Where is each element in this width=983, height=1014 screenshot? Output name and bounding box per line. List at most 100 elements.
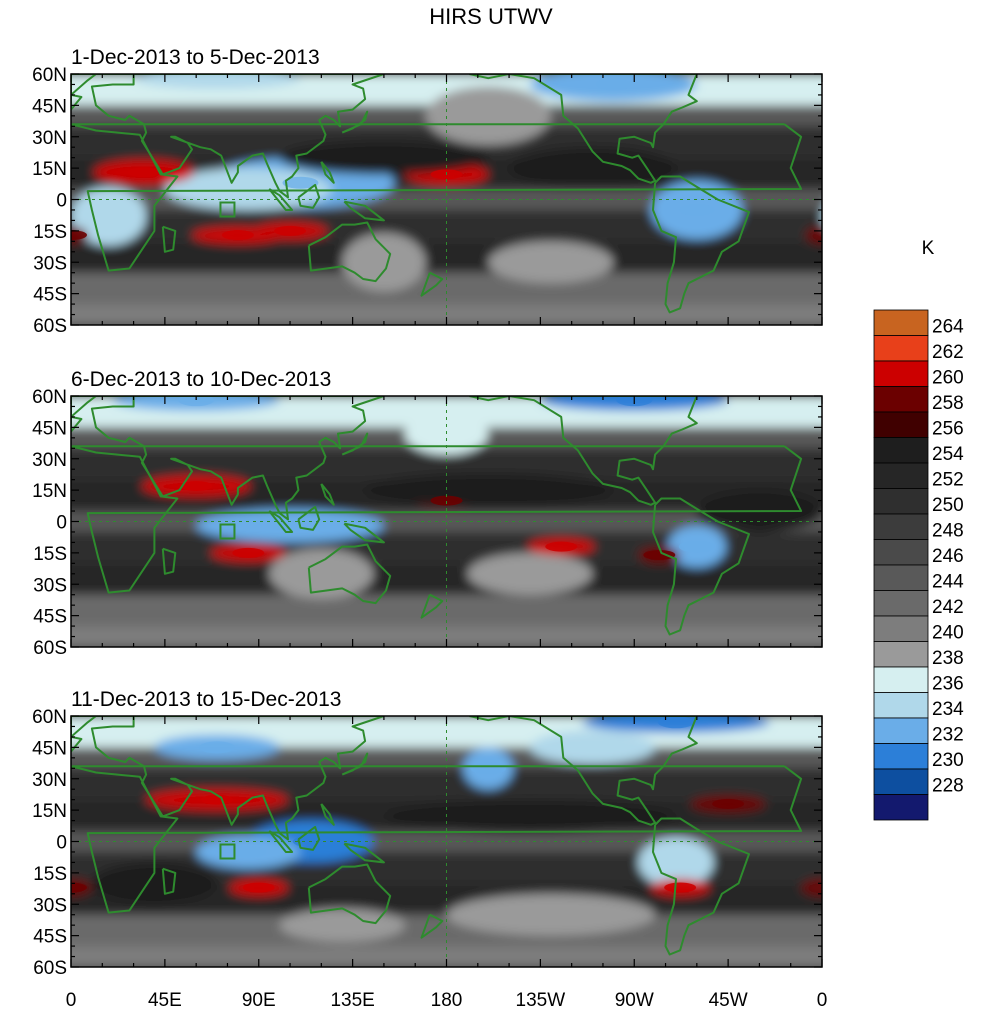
colorbar-label: 252 xyxy=(932,470,964,491)
colorbar-label: 244 xyxy=(932,572,964,593)
longitude-label: 0 xyxy=(817,990,828,1011)
latitude-label: 45N xyxy=(32,418,67,439)
moist-area-marker xyxy=(230,845,267,858)
latitude-label: 30N xyxy=(32,770,67,791)
region-box xyxy=(219,843,236,860)
longitude-label: 90E xyxy=(242,990,276,1011)
latitude-label: 60S xyxy=(33,638,67,659)
utwv-field xyxy=(71,396,822,647)
longitude-label: 90W xyxy=(615,990,654,1011)
longitude-label: 45E xyxy=(148,990,182,1011)
colorbar-label: 236 xyxy=(932,674,964,695)
latitude-label: 45S xyxy=(33,927,67,948)
colorbar-label: 256 xyxy=(932,419,964,440)
latitude-label: 60N xyxy=(32,707,67,728)
colorbar-swatch xyxy=(873,590,929,617)
colorbar-label: 238 xyxy=(932,648,964,669)
colorbar-label: 232 xyxy=(932,725,964,746)
latitude-label: 45N xyxy=(32,96,67,117)
colorbar-swatch xyxy=(873,692,929,719)
warm-core-marker xyxy=(274,225,307,236)
coastlines xyxy=(71,74,803,314)
colorbar-label: 242 xyxy=(932,597,964,618)
panel-period-label: 1-Dec-2013 to 5-Dec-2013 xyxy=(71,46,320,69)
latitude-label: 0 xyxy=(56,513,67,534)
longitude-label: 135E xyxy=(330,990,374,1011)
colorbar-swatch xyxy=(873,794,929,821)
colorbar-swatch xyxy=(873,488,929,515)
latitude-label: 45S xyxy=(33,285,67,306)
colorbar-label: 234 xyxy=(932,699,964,720)
colorbar-swatch xyxy=(873,513,929,540)
warm-core-marker xyxy=(242,882,275,893)
colorbar-swatch xyxy=(873,641,929,668)
figure-title: HIRS UTWV xyxy=(429,4,553,29)
colorbar-swatch xyxy=(873,768,929,795)
moist-area-marker xyxy=(595,78,632,91)
colorbar-label: 228 xyxy=(932,776,964,797)
colorbar-swatch xyxy=(873,309,929,336)
latitude-label: 60S xyxy=(33,958,67,979)
latitude-label: 45N xyxy=(32,738,67,759)
colorbar-label: 240 xyxy=(932,623,964,644)
colorbar-label: 258 xyxy=(932,393,964,414)
coastlines xyxy=(71,396,803,636)
colorbar-unit: K xyxy=(922,238,935,259)
moist-area-marker xyxy=(90,203,127,216)
latitude-label: 15S xyxy=(33,864,67,885)
colorbar-swatch xyxy=(873,335,929,362)
warm-core-marker xyxy=(71,230,87,241)
moist-area-marker xyxy=(678,540,715,553)
region-box xyxy=(219,523,236,540)
colorbar-label: 230 xyxy=(932,750,964,771)
colorbar-swatch xyxy=(873,615,929,642)
colorbar-swatch xyxy=(873,462,929,489)
colorbar-label: 248 xyxy=(932,521,964,542)
panels: 1-Dec-2013 to 5-Dec-2013 60N 45N 30N 15N 0 15S… xyxy=(32,46,823,979)
colorbar-swatch xyxy=(873,666,929,693)
colorbar-swatch xyxy=(873,437,929,464)
warm-core-marker xyxy=(643,549,676,560)
latitude-label: 45S xyxy=(33,607,67,628)
latitude-label: 60N xyxy=(32,387,67,408)
utwv-field xyxy=(71,74,822,325)
latitude-label: 30S xyxy=(33,575,67,596)
colorbar-swatch xyxy=(873,717,929,744)
latitude-label: 30S xyxy=(33,253,67,274)
warm-core-marker xyxy=(71,882,87,893)
warm-core-marker xyxy=(180,480,213,491)
latitude-label: 15N xyxy=(32,159,67,180)
moist-area-marker xyxy=(470,762,507,775)
latitude-label: 15S xyxy=(33,222,67,243)
latitude-label: 60S xyxy=(33,316,67,337)
moist-area-marker xyxy=(199,741,236,754)
coastlines xyxy=(71,716,803,956)
panel-period-label: 11-Dec-2013 to 15-Dec-2013 xyxy=(71,688,341,711)
utwv-field xyxy=(71,716,822,967)
colorbar-swatch xyxy=(873,411,929,438)
colorbar-swatch xyxy=(873,386,929,413)
moist-area-marker xyxy=(678,203,715,216)
warm-core-marker xyxy=(232,547,265,558)
moist-area-marker xyxy=(178,396,215,407)
latitude-label: 30S xyxy=(33,895,67,916)
panel-period-label: 6-Dec-2013 to 10-Dec-2013 xyxy=(71,368,331,391)
colorbar-swatch xyxy=(873,539,929,566)
colorbar-label: 264 xyxy=(932,317,964,338)
longitude-axis: 0 45E 90E 135E 180 135W 90W 45W 0 xyxy=(66,990,828,1011)
latitude-label: 30N xyxy=(32,128,67,149)
colorbar-label: 250 xyxy=(932,495,964,516)
moist-area-marker xyxy=(282,176,319,189)
latitude-label: 15N xyxy=(32,801,67,822)
longitude-label: 135W xyxy=(516,990,566,1011)
warm-core-marker xyxy=(128,167,161,178)
latitude-label: 30N xyxy=(32,450,67,471)
moist-area-marker xyxy=(657,716,694,729)
warm-core-marker xyxy=(664,882,697,893)
colorbar-swatch xyxy=(873,564,929,591)
longitude-label: 0 xyxy=(66,990,77,1011)
